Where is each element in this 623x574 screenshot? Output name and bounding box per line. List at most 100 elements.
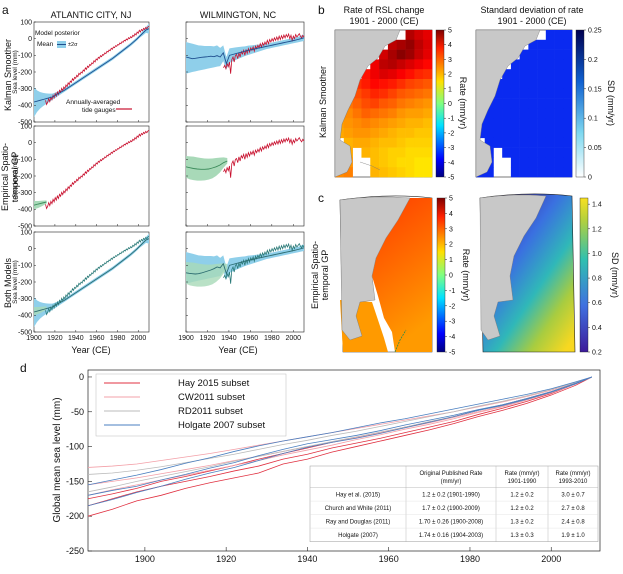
row-label-both: Both Models: [3, 257, 13, 308]
d-table-header: Rate (mm/yr) 1901-1990: [505, 471, 540, 485]
d-table-cell: Ray and Douglas (2011): [326, 520, 391, 526]
b-sd-cell: [528, 39, 538, 50]
a-ytick-label: -300: [18, 296, 32, 303]
a-xlabel-right: Year (CE): [218, 345, 257, 355]
b-rate-cell: [405, 88, 415, 99]
b-sd-cell: [563, 88, 573, 99]
d-legend-box: [95, 373, 287, 437]
b-sd-cell: [502, 69, 512, 80]
a-xtick-label: 2000: [131, 335, 147, 342]
b-sd-cell: [537, 69, 547, 80]
b-rate-cell: [361, 147, 371, 158]
a-xtick-label: 1960: [243, 335, 259, 342]
colorbar-tick-label: 1: [448, 86, 452, 93]
b-rate-cell: [414, 128, 424, 139]
b-sd-cell: [554, 157, 564, 168]
row-label-gp-1: Empirical Spatio-: [0, 143, 10, 211]
b-rate-cell: [414, 108, 424, 119]
d-table-cell: 1.2 ± 0.2: [510, 506, 534, 512]
b-sd-cell: [510, 59, 520, 70]
b-title-left-1: Rate of RSL change: [344, 5, 425, 15]
b-sd-cell: [510, 88, 520, 99]
d-table-cell: 1.2 ± 0.2 (1901-1990): [422, 493, 480, 499]
d-table-cell: Holgate (2007): [338, 533, 378, 539]
b-sd-cell: [545, 59, 555, 70]
b-rate-cell: [361, 137, 371, 148]
a-subplot-r1-c0: 100 0 -100 -200 -300 -400 -500 Sea level (mm): [12, 123, 150, 230]
b-rate-cell: [343, 108, 353, 119]
colorbar-tick-label: -1: [448, 116, 454, 123]
a-ytick-label: -400: [18, 207, 32, 214]
d-table-cell: 1.7 ± 0.2 (1900-2009): [422, 506, 480, 512]
b-sd-map-land: [475, 29, 541, 178]
a-xtick-label: 1900: [178, 335, 194, 342]
b-rate-cell: [423, 157, 433, 168]
colorbar-tick-label: 0.2: [588, 57, 598, 64]
b-sd-cell: [519, 69, 529, 80]
b-sd-grid: [476, 30, 573, 178]
b-rate-colorbar: [435, 29, 445, 178]
b-sd-cell: [563, 118, 573, 129]
d-ytick-label: -50: [71, 407, 84, 417]
b-sd-cell: [502, 88, 512, 99]
a-xtick-label: 2000: [285, 335, 301, 342]
b-sd-colorbar-label: SD (mm/yr): [606, 80, 616, 126]
a-posterior-mean: [185, 160, 228, 170]
a-posterior-mean: [33, 201, 47, 206]
a-tide-gauge-line: [223, 242, 305, 284]
b-sd-cell: [502, 79, 512, 90]
a-gp-band-overlay: [186, 262, 228, 287]
d-table-cell: Church and White (2011): [325, 506, 392, 512]
b-rate-cell: [396, 88, 406, 99]
colorbar-tick-label: 1.2: [592, 226, 602, 233]
b-sd-cell: [563, 167, 573, 178]
b-sd-cell: [510, 137, 520, 148]
b-rate-cell: [361, 98, 371, 109]
panel-letter-b: b: [318, 3, 325, 17]
b-rate-cell: [405, 69, 415, 80]
b-sd-cell: [563, 49, 573, 60]
b-rate-cell: [379, 128, 389, 139]
b-sd-cell: [528, 98, 538, 109]
a-tide-gauge-line: [45, 129, 150, 210]
panel-d: 0 -50 -100 -150 -200 -250 1900 1920 1940 1960 1980…: [52, 369, 601, 564]
b-sd-cell: [554, 147, 564, 158]
b-rate-cell: [343, 118, 353, 129]
colorbar-tick-label: 0.2: [592, 350, 602, 357]
b-rate-cell: [396, 49, 406, 60]
b-sd-cell: [528, 88, 538, 99]
d-line-series-3-2: [88, 376, 592, 486]
b-rate-cell: [414, 88, 424, 99]
b-rate-cell: [361, 79, 371, 90]
b-rate-cell: [370, 157, 380, 168]
b-rate-cell: [370, 167, 380, 178]
d-xtick-label: 1920: [216, 554, 236, 564]
a-ytick-label: -500: [18, 329, 32, 336]
b-sd-cell: [510, 69, 520, 80]
d-table-cell: 3.0 ± 0.7: [561, 493, 585, 499]
colorbar-tick-label: 0: [448, 101, 452, 108]
a-ytick-label: 0: [28, 140, 32, 147]
c-row-label-1: Empirical Spatio-: [310, 241, 320, 309]
c-sd-colorbar: [579, 197, 589, 353]
b-rate-cell: [405, 30, 415, 41]
b-rate-cell: [423, 30, 433, 41]
a-xtick-label: 1940: [221, 335, 237, 342]
b-sd-cell: [519, 167, 529, 178]
b-sd-cell: [528, 128, 538, 139]
a-xtick-label: 1900: [26, 335, 42, 342]
colorbar-tick-label: 4: [448, 42, 452, 49]
b-rate-cell: [396, 147, 406, 158]
b-sd-cell: [563, 69, 573, 80]
d-ytick-label: -250: [66, 546, 84, 556]
b-rate-cell: [423, 79, 433, 90]
b-rate-cell: [405, 137, 415, 148]
a-legend: Model posterior Mean ±2σ Annually-averag…: [35, 30, 132, 114]
b-rate-grid: [335, 30, 433, 178]
b-rate-cell: [370, 69, 380, 80]
b-sd-cell: [545, 88, 555, 99]
b-rate-cell: [370, 137, 380, 148]
c-sd-colorbar-ticks: 1.4 1.2 1.0 0.8 0.6 0.4 0.2: [588, 202, 602, 357]
colorbar-tick-label: 3: [449, 226, 453, 233]
b-sd-cell: [563, 79, 573, 90]
